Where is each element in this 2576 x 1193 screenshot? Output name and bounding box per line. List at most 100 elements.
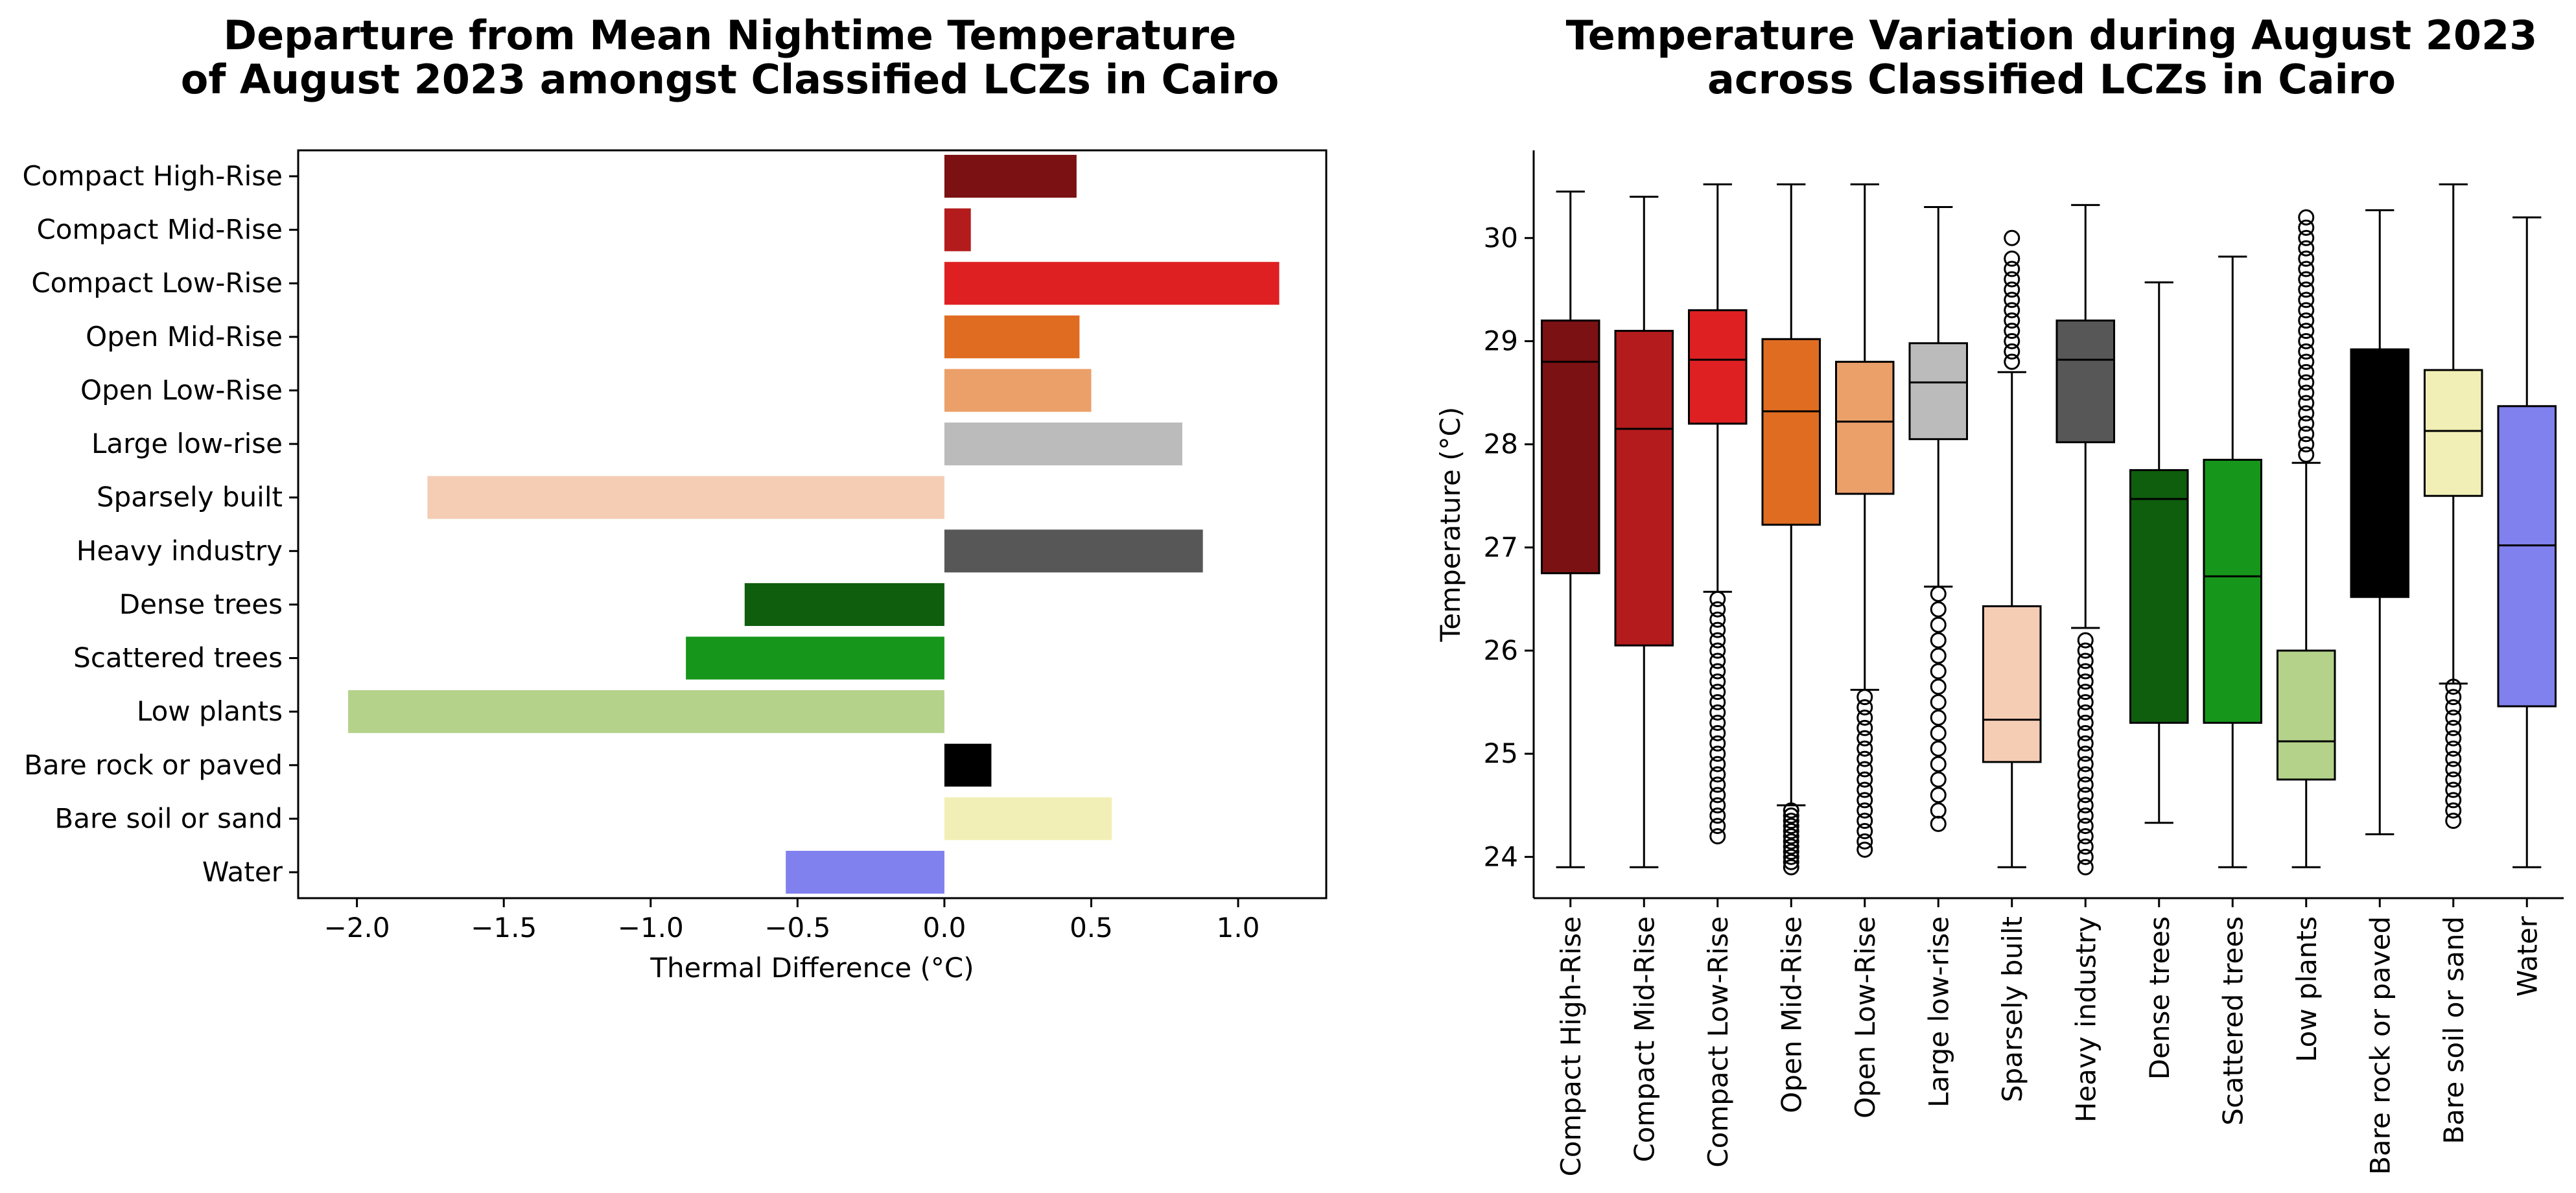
outlier-point (1930, 663, 1947, 680)
outlier-point (1783, 833, 1799, 850)
box-x-tick-label: Bare soil or sand (2438, 916, 2470, 1144)
outlier-point (2077, 663, 2094, 680)
bar-x-tick-label: −0.5 (764, 912, 830, 944)
box-y-tick-label: 28 (1484, 428, 1518, 460)
outlier-point (2445, 719, 2462, 736)
box-bare-rock-or-paved (2350, 209, 2410, 835)
box-category-axis: Compact High-Rise Compact Mid-Rise Compact… (1555, 898, 2543, 1177)
box-compact-low-rise (1687, 183, 1748, 844)
outlier-point (1709, 590, 1726, 607)
outlier-point (1783, 843, 1799, 860)
outlier-point (2298, 323, 2315, 340)
box-body (2276, 649, 2336, 781)
box-scattered-trees (2203, 255, 2263, 868)
outlier-point (2077, 828, 2094, 844)
outlier-point (1930, 585, 1947, 602)
outlier-point (1930, 616, 1947, 633)
box-x-tick-label: Heavy industry (2070, 916, 2102, 1122)
outlier-point (1930, 647, 1947, 664)
bar-y-tick-label: Open Mid-Rise (86, 321, 283, 353)
box-x-tick-label: Dense trees (2144, 916, 2175, 1080)
box-chart-title-line-1: Temperature Variation during August 2023 (1566, 12, 2538, 59)
outlier-point (2298, 395, 2315, 411)
temperature-box-plot: Temperature Variation during August 2023… (1434, 12, 2564, 1177)
outlier-point (2298, 446, 2315, 463)
box-body (1540, 319, 1600, 575)
bar-x-tick-label: 0.5 (1070, 912, 1113, 944)
outlier-point (1709, 807, 1726, 824)
outlier-point (2298, 374, 2315, 391)
outlier-point (1709, 653, 1726, 669)
outlier-point (1709, 673, 1726, 690)
outlier-point (1930, 632, 1947, 649)
bar-y-tick-label: Bare rock or paved (24, 749, 283, 781)
bar-open-low-rise (944, 369, 1092, 412)
bar-chart-title-line-1: Departure from Mean Nightime Temperature (224, 12, 1237, 59)
outlier-point (2445, 771, 2462, 788)
outlier-point (1709, 704, 1726, 721)
box-compact-mid-rise (1614, 196, 1674, 868)
outlier-point (1856, 740, 1873, 757)
outlier-point (2004, 271, 2020, 288)
outlier-point (2077, 838, 2094, 855)
bar-scattered-trees (686, 636, 944, 680)
outlier-point (2298, 302, 2315, 319)
outlier-point (1709, 663, 1726, 680)
outlier-point (1930, 802, 1947, 819)
bar-compact-high-rise (944, 154, 1077, 198)
outlier-point (2298, 343, 2315, 360)
outlier-point (1709, 787, 1726, 804)
outlier-point (1783, 848, 1799, 865)
outlier-point (2298, 405, 2315, 422)
outlier-point (2077, 673, 2094, 690)
box-x-tick-label: Low plants (2291, 916, 2323, 1062)
outlier-point (1856, 730, 1873, 747)
outlier-point (2004, 323, 2020, 340)
outlier-point (2004, 261, 2020, 277)
box-dense-trees (2129, 281, 2189, 824)
outlier-point (2077, 787, 2094, 804)
outlier-point (2298, 250, 2315, 267)
outlier-point (2077, 653, 2094, 669)
outlier-point (1783, 813, 1799, 829)
outlier-point (1709, 745, 1726, 762)
outlier-point (1856, 802, 1873, 819)
bar-y-tick-label: Low plants (137, 695, 283, 727)
outlier-point (1856, 699, 1873, 716)
box-chart-title-line-2: across Classified LCZs in Cairo (1707, 56, 2396, 103)
box-bare-soil-or-sand (2423, 183, 2483, 829)
outlier-point (1856, 750, 1873, 767)
box-water (2497, 216, 2557, 868)
outlier-point (2445, 761, 2462, 778)
outlier-point (2077, 684, 2094, 701)
outlier-point (2445, 699, 2462, 716)
outlier-point (1930, 756, 1947, 772)
outlier-point (2077, 818, 2094, 835)
outlier-point (1930, 771, 1947, 788)
outlier-point (2004, 332, 2020, 349)
outlier-point (1930, 740, 1947, 757)
box-body (1982, 605, 2042, 763)
outlier-point (1856, 813, 1873, 829)
outlier-point (2298, 281, 2315, 298)
outlier-point (2298, 332, 2315, 349)
box-compact-high-rise (1540, 191, 1600, 868)
outlier-point (2298, 219, 2315, 236)
outlier-point (1856, 771, 1873, 788)
bar-sparsely-built (427, 476, 944, 519)
bar-y-tick-label: Water (202, 856, 283, 888)
outlier-point (2004, 229, 2020, 246)
bar-y-tick-label: Compact Low-Rise (31, 267, 283, 299)
bar-y-tick-label: Heavy industry (76, 535, 283, 566)
outlier-point (2077, 797, 2094, 814)
box-body (2350, 348, 2410, 598)
bar-y-tick-label: Large low-rise (91, 428, 283, 459)
outlier-point (1783, 853, 1799, 870)
outlier-point (2077, 807, 2094, 824)
bar-water (786, 850, 944, 894)
box-large-low-rise (1908, 206, 1969, 832)
outlier-point (1709, 766, 1726, 783)
outlier-point (2077, 776, 2094, 793)
bar-y-tick-label: Scattered trees (73, 642, 283, 674)
